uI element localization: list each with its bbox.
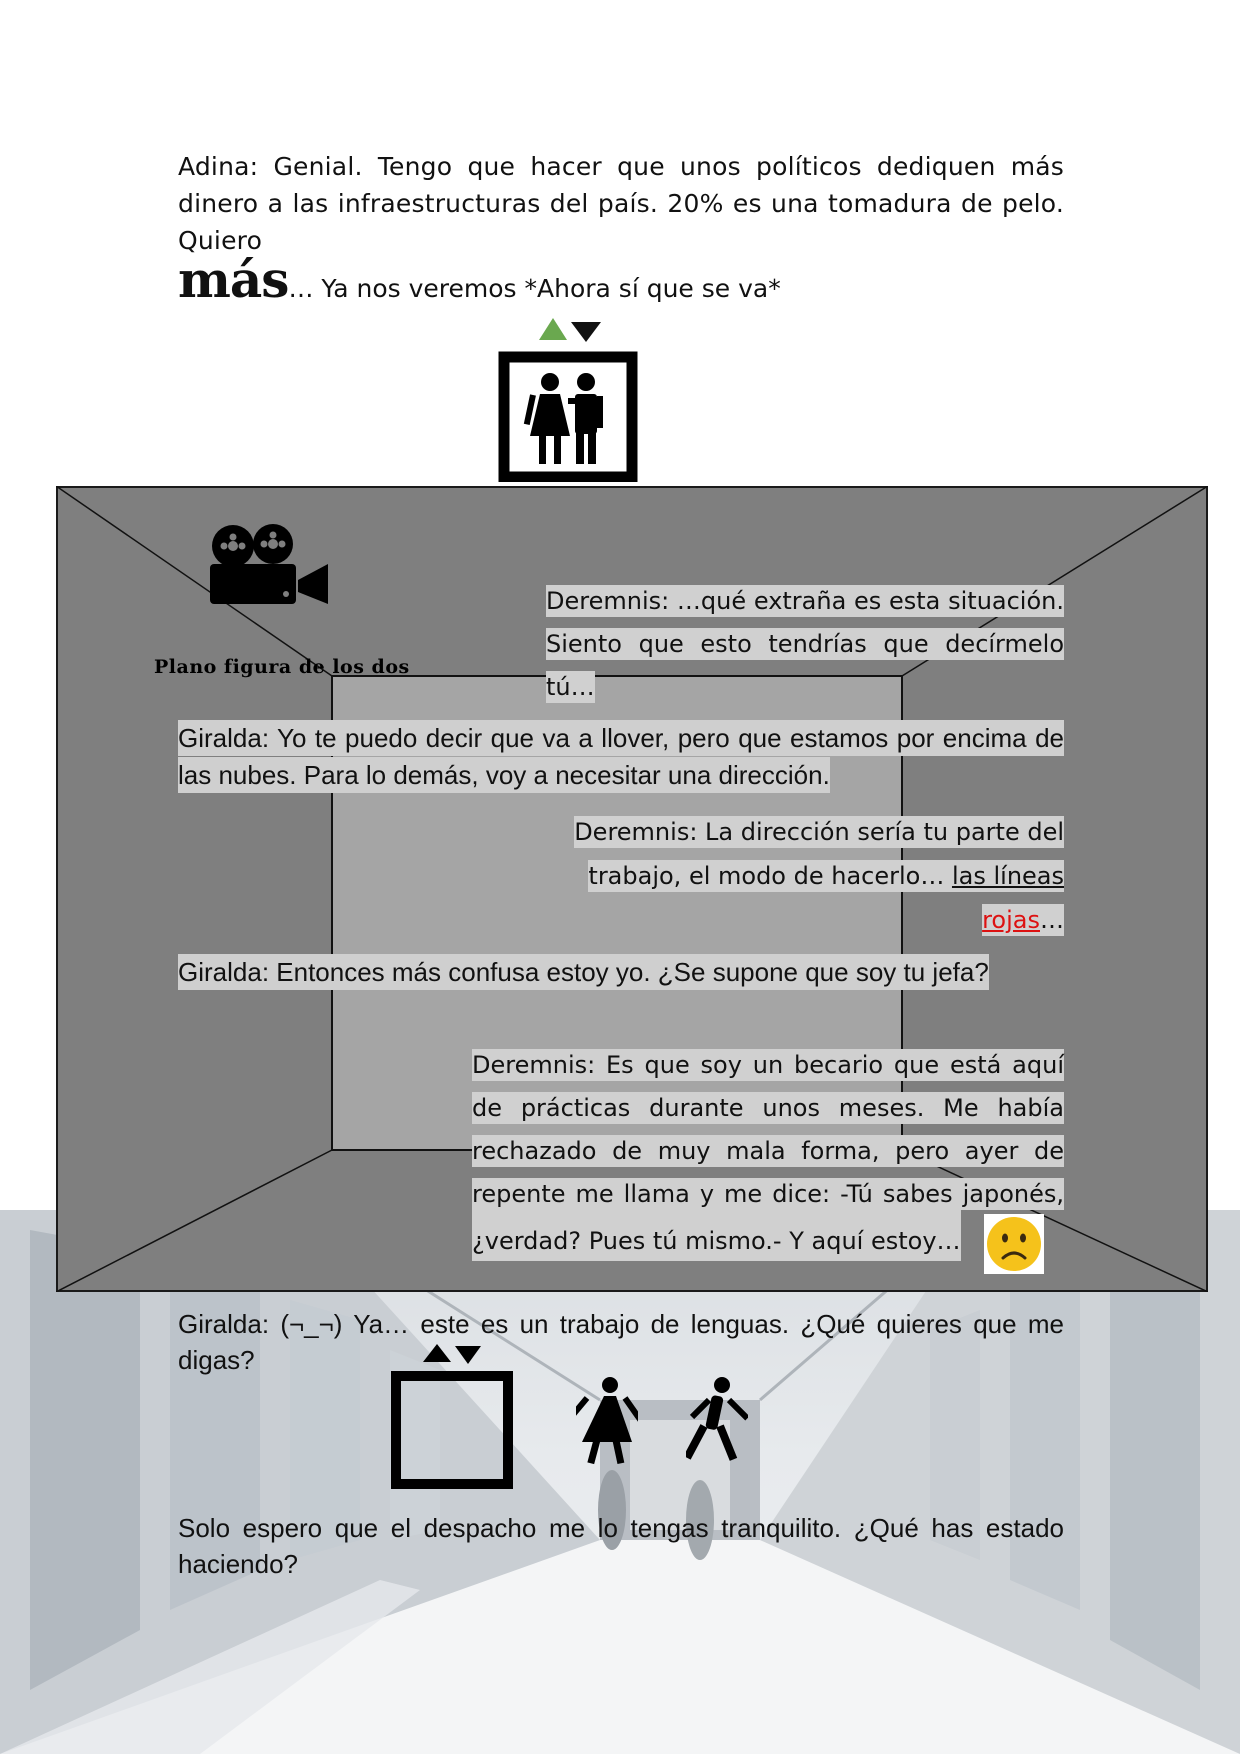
mas-word: más [178, 250, 289, 309]
elevator-couple-icon [498, 318, 638, 482]
giralda-dialogue-1: Giralda: Yo te puedo decir que va a llov… [178, 720, 1064, 794]
deremnis-dialogue-3-text: Deremnis: Es que soy un becario que está… [472, 1049, 1064, 1210]
plano-figura-label: Plano figura de los dos [154, 656, 410, 678]
deremnis-dialogue-3: Deremnis: Es que soy un becario que está… [472, 1044, 1064, 1216]
walking-woman-icon [576, 1377, 638, 1465]
deremnis-dialogue-3-last-text: ¿verdad? Pues tú mismo.- Y aquí estoy… [472, 1209, 961, 1261]
deremnis-dialogue-2: Deremnis: La dirección sería tu parte de… [562, 810, 1064, 942]
empty-elevator-icon [391, 1344, 513, 1489]
giralda-dialogue-3: Giralda: (¬_¬) Ya… este es un trabajo de… [178, 1309, 1064, 1375]
walking-man-icon [686, 1377, 748, 1461]
lineas-link[interactable]: las líneas [951, 862, 1064, 890]
deremnis-dialogue-3-last: ¿verdad? Pues tú mismo.- Y aquí estoy… [472, 1209, 961, 1261]
adina-dialogue-continuation: más… Ya nos veremos *Ahora sí que se va* [178, 250, 1064, 310]
giralda-dialogue-4: Solo espero que el despacho me lo tengas… [178, 1513, 1064, 1579]
deremnis-dialogue-2-main: Deremnis: La dirección sería tu parte de… [574, 818, 1064, 890]
corridor-illustration [0, 1210, 1240, 1754]
adina-dialogue: Adina: Genial. Tengo que hacer que unos … [178, 152, 1064, 255]
deremnis-dialogue-1: Deremnis: …qué extraña es esta situación… [546, 580, 1064, 709]
corridor-background [0, 1210, 1240, 1754]
giralda-dialogue-2-text: Giralda: Entonces más confusa estoy yo. … [178, 954, 989, 990]
giralda-dialogue-2: Giralda: Entonces más confusa estoy yo. … [178, 954, 1064, 991]
deremnis-dialogue-1-text: Deremnis: …qué extraña es esta situación… [546, 585, 1064, 703]
giralda-dialogue-1-text: Giralda: Yo te puedo decir que va a llov… [178, 720, 1064, 793]
sad-face-icon [984, 1214, 1044, 1274]
mas-rest-text: … Ya nos veremos *Ahora sí que se va* [288, 274, 781, 303]
movie-camera-icon [210, 524, 328, 604]
rojas-link[interactable]: rojas [982, 906, 1040, 934]
deremnis-dialogue-2-end: … [1040, 906, 1064, 934]
deremnis-dialogue-2-text: Deremnis: La dirección sería tu parte de… [574, 816, 1064, 936]
